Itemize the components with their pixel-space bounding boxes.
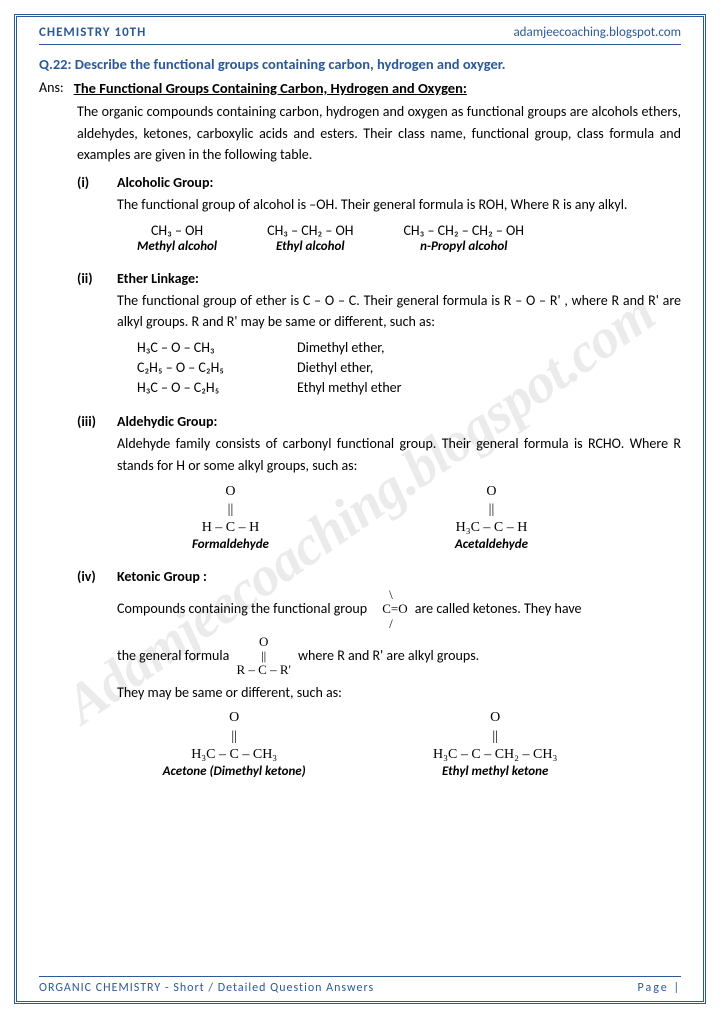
structure-col: O || H₃C – C – CH₃ Acetone (Dimethyl ket… [163, 709, 306, 780]
struct-line: O [229, 709, 239, 727]
header-left: CHEMISTRY 10TH [39, 25, 146, 40]
formula-name: Formaldehyde [192, 537, 269, 554]
structure-row: O || H₃C – C – CH₃ Acetone (Dimethyl ket… [99, 709, 621, 780]
group-num: (iv) [77, 568, 103, 585]
group-3-header: (iii) Aldehydic Group: [77, 413, 681, 430]
page: Adamjeecoaching.blogspot.com CHEMISTRY 1… [14, 14, 706, 1004]
answer-title: The Functional Groups Containing Carbon,… [74, 79, 467, 97]
ether-row: H₃C – O – CH₃ Dimethyl ether, [137, 339, 681, 356]
struct-line: || [489, 501, 495, 519]
text-part: where R and R' are alkyl groups. [298, 647, 479, 664]
group-num: (i) [77, 174, 103, 191]
formula: CH₃ – CH₂ – CH₂ – OH [403, 222, 524, 239]
text-part: the general formula [117, 647, 229, 664]
group-title: Ketonic Group : [117, 568, 207, 585]
footer-right: Page | [638, 981, 681, 995]
formula-name: Methyl alcohol [137, 239, 217, 254]
group-2-header: (ii) Ether Linkage: [77, 270, 681, 287]
footer-left: ORGANIC CHEMISTRY - Short / Detailed Que… [39, 981, 374, 995]
structure-col: O || H₃C – C – H Acetaldehyde [455, 483, 528, 554]
group-1-header: (i) Alcoholic Group: [77, 174, 681, 191]
footer: ORGANIC CHEMISTRY - Short / Detailed Que… [39, 976, 681, 995]
group-4-header: (iv) Ketonic Group : [77, 568, 681, 585]
group-1-text: The functional group of alcohol is –OH. … [117, 194, 681, 216]
ether-row: H₃C – O – C₂H₅ Ethyl methyl ether [137, 379, 681, 396]
formula-name: Ethyl methyl ketone [442, 764, 548, 781]
group-num: (iii) [77, 413, 103, 430]
formula-name: Ethyl alcohol [276, 239, 345, 254]
formula: CH₃ – CH₂ – OH [267, 222, 353, 239]
group-title: Aldehydic Group: [117, 413, 217, 430]
struct-line: || [228, 501, 234, 519]
formula-col: CH₃ – CH₂ – CH₂ – OHn-Propyl alcohol [403, 222, 524, 254]
struct-line: H₃C – C – CH₂ – CH₃ [433, 746, 557, 764]
formula-name: Dimethyl ether, [297, 339, 384, 356]
group-4-text-3: They may be same or different, such as: [117, 682, 681, 704]
inline-structure: \C=O/ [374, 588, 407, 631]
formula-name: n-Propyl alcohol [420, 239, 507, 254]
header: CHEMISTRY 10TH adamjeecoaching.blogspot.… [39, 25, 681, 45]
ether-row: C₂H₅ – O – C₂H₅ Diethyl ether, [137, 359, 681, 376]
group-2-text: The functional group of ether is C – O –… [117, 290, 681, 333]
group-title: Alcoholic Group: [117, 174, 213, 191]
group-4-text-2: the general formula O||R – C – R' where … [117, 635, 681, 678]
struct-line: H – C – H [202, 519, 260, 537]
text-part: are called ketones. They have [415, 600, 582, 617]
question-text: Q.22: Describe the functional groups con… [39, 55, 681, 73]
structure-col: O || H – C – H Formaldehyde [192, 483, 269, 554]
formula-name: Ethyl methyl ether [297, 379, 402, 396]
struct-line: H₃C – C – H [456, 519, 528, 537]
inline-structure: O||R – C – R' [237, 635, 291, 678]
struct-line: || [231, 728, 237, 746]
answer-label: Ans: [39, 79, 64, 97]
text-part: Compounds containing the functional grou… [117, 600, 367, 617]
group-4-text-1: Compounds containing the functional grou… [117, 588, 681, 631]
formula-name: Diethyl ether, [297, 359, 373, 376]
formula-col: CH₃ – CH₂ – OHEthyl alcohol [267, 222, 353, 254]
formula-row: CH₃ – OHMethyl alcohol CH₃ – CH₂ – OHEth… [137, 222, 681, 254]
formula: H₃C – O – CH₃ [137, 339, 267, 356]
structure-col: O || H₃C – C – CH₂ – CH₃ Ethyl methyl ke… [433, 709, 557, 780]
formula: H₃C – O – C₂H₅ [137, 379, 267, 396]
struct-line: H₃C – C – CH₃ [191, 746, 277, 764]
formula-col: CH₃ – OHMethyl alcohol [137, 222, 217, 254]
group-num: (ii) [77, 270, 103, 287]
struct-line: O [490, 709, 500, 727]
header-right: adamjeecoaching.blogspot.com [513, 25, 681, 40]
formula: C₂H₅ – O – C₂H₅ [137, 359, 267, 376]
struct-line: O [225, 483, 235, 501]
formula-name: Acetone (Dimethyl ketone) [163, 764, 306, 781]
struct-line: O [486, 483, 496, 501]
group-3-text: Aldehyde family consists of carbonyl fun… [117, 433, 681, 476]
answer-row: Ans: The Functional Groups Containing Ca… [39, 79, 681, 97]
struct-line: || [492, 728, 498, 746]
structure-row: O || H – C – H Formaldehyde O || H₃C – C… [99, 483, 621, 554]
formula: CH₃ – OH [151, 222, 203, 239]
intro-paragraph: The organic compounds containing carbon,… [77, 101, 681, 166]
group-title: Ether Linkage: [117, 270, 199, 287]
formula-name: Acetaldehyde [455, 537, 528, 554]
